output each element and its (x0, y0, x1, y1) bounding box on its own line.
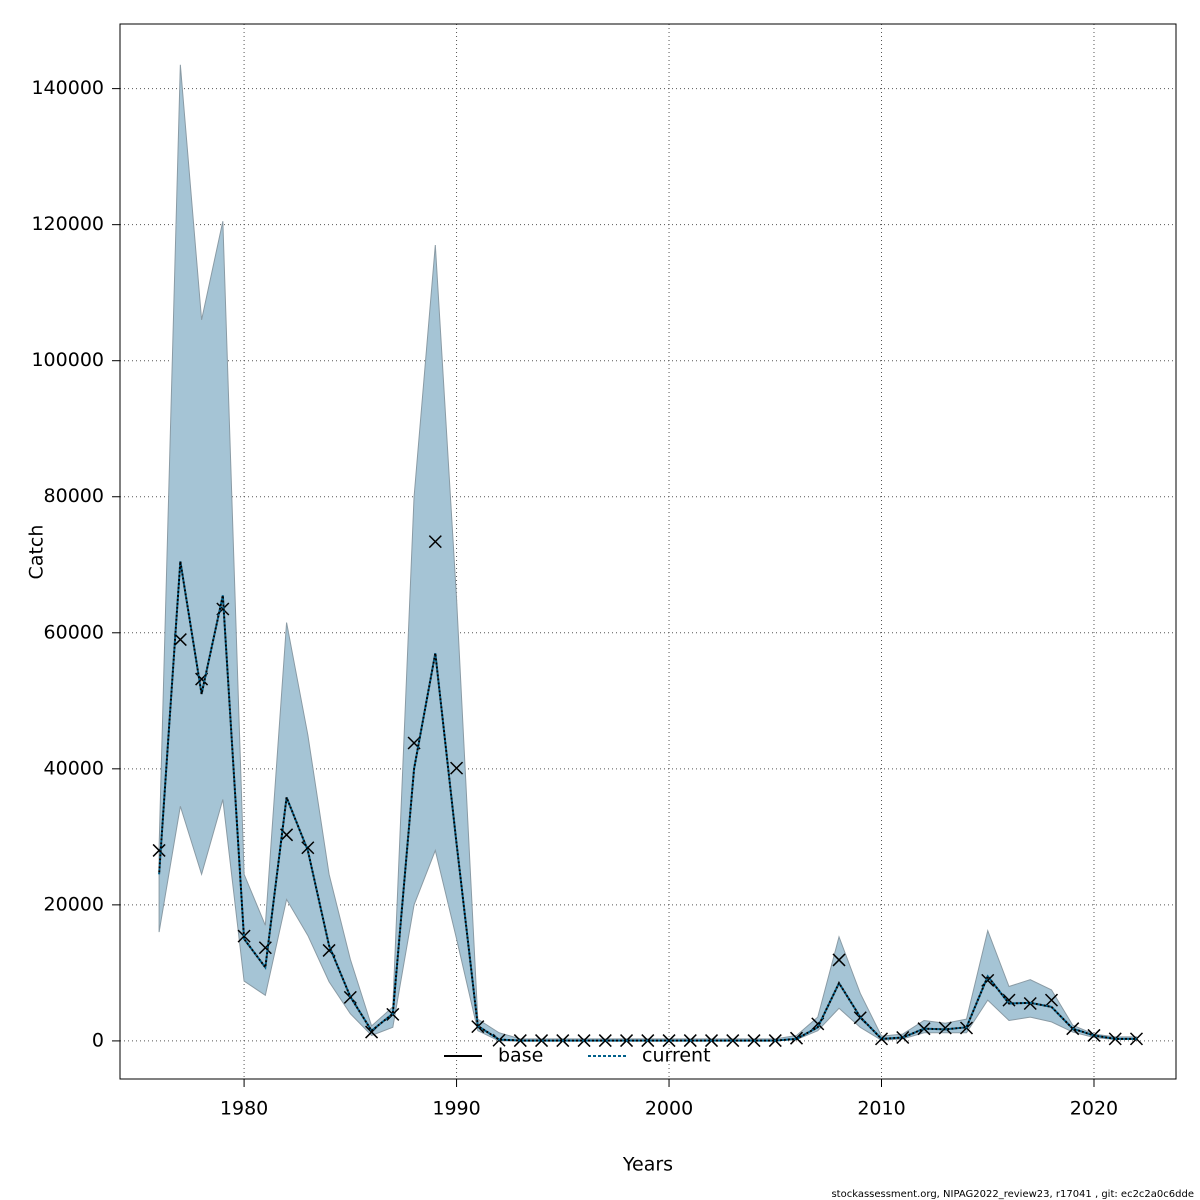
x-tick-label: 1980 (220, 1098, 268, 1120)
plot-frame (119, 23, 1177, 1080)
data-point (258, 941, 272, 955)
data-point (1044, 993, 1059, 1007)
y-axis-label: Catch (26, 525, 48, 580)
y-tick-label: 40000 (44, 757, 104, 779)
y-tick-label: 0 (92, 1029, 104, 1051)
y-tick-label: 120000 (31, 213, 104, 235)
data-point (428, 535, 442, 549)
data-point (938, 1021, 952, 1035)
data-point (450, 761, 464, 775)
y-tick-label: 20000 (44, 893, 104, 915)
data-point (832, 953, 846, 967)
data-point (173, 633, 187, 647)
legend-label: current (642, 1045, 711, 1067)
y-tick-label: 80000 (44, 485, 104, 507)
x-tick-label: 2000 (645, 1098, 693, 1120)
y-tick-label: 140000 (31, 77, 104, 99)
y-tick-label: 100000 (31, 349, 104, 371)
legend-label: base (498, 1045, 543, 1067)
data-point (301, 841, 315, 855)
series-line (158, 561, 1137, 1042)
series-line-overlay (158, 561, 1137, 1042)
y-tick-label: 60000 (44, 621, 104, 643)
data-point (152, 843, 166, 857)
footnote: stockassessment.org, NIPAG2022_review23,… (831, 1189, 1194, 1200)
data-point (1129, 1032, 1144, 1046)
x-axis-label: Years (622, 1154, 673, 1176)
x-tick-label: 2020 (1070, 1098, 1118, 1120)
x-tick-label: 2010 (857, 1098, 905, 1120)
x-tick-label: 1990 (432, 1098, 480, 1120)
